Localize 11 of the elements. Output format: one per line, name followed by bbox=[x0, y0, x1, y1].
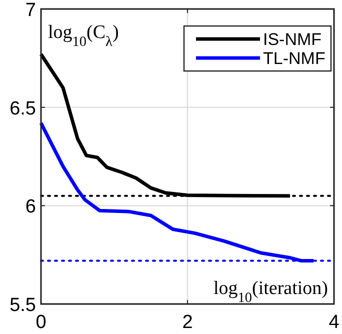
y-tick-label: 6 bbox=[25, 196, 36, 218]
y-tick-label: 6.5 bbox=[10, 98, 36, 120]
y-tick-label: 5.5 bbox=[10, 295, 36, 316]
x-axis-title: log$_{10}$(iteration) bbox=[214, 278, 328, 306]
legend-label: IS-NMF bbox=[263, 30, 322, 49]
legend-label: TL-NMF bbox=[263, 49, 326, 68]
x-tick-label: 4 bbox=[328, 312, 340, 333]
x-tick-label: 0 bbox=[36, 312, 46, 333]
x-tick-label: 2 bbox=[182, 312, 193, 333]
y-tick-label: 7 bbox=[25, 0, 36, 21]
y-axis-title: log$_{10}$(C$_{λ}$) bbox=[48, 22, 119, 50]
